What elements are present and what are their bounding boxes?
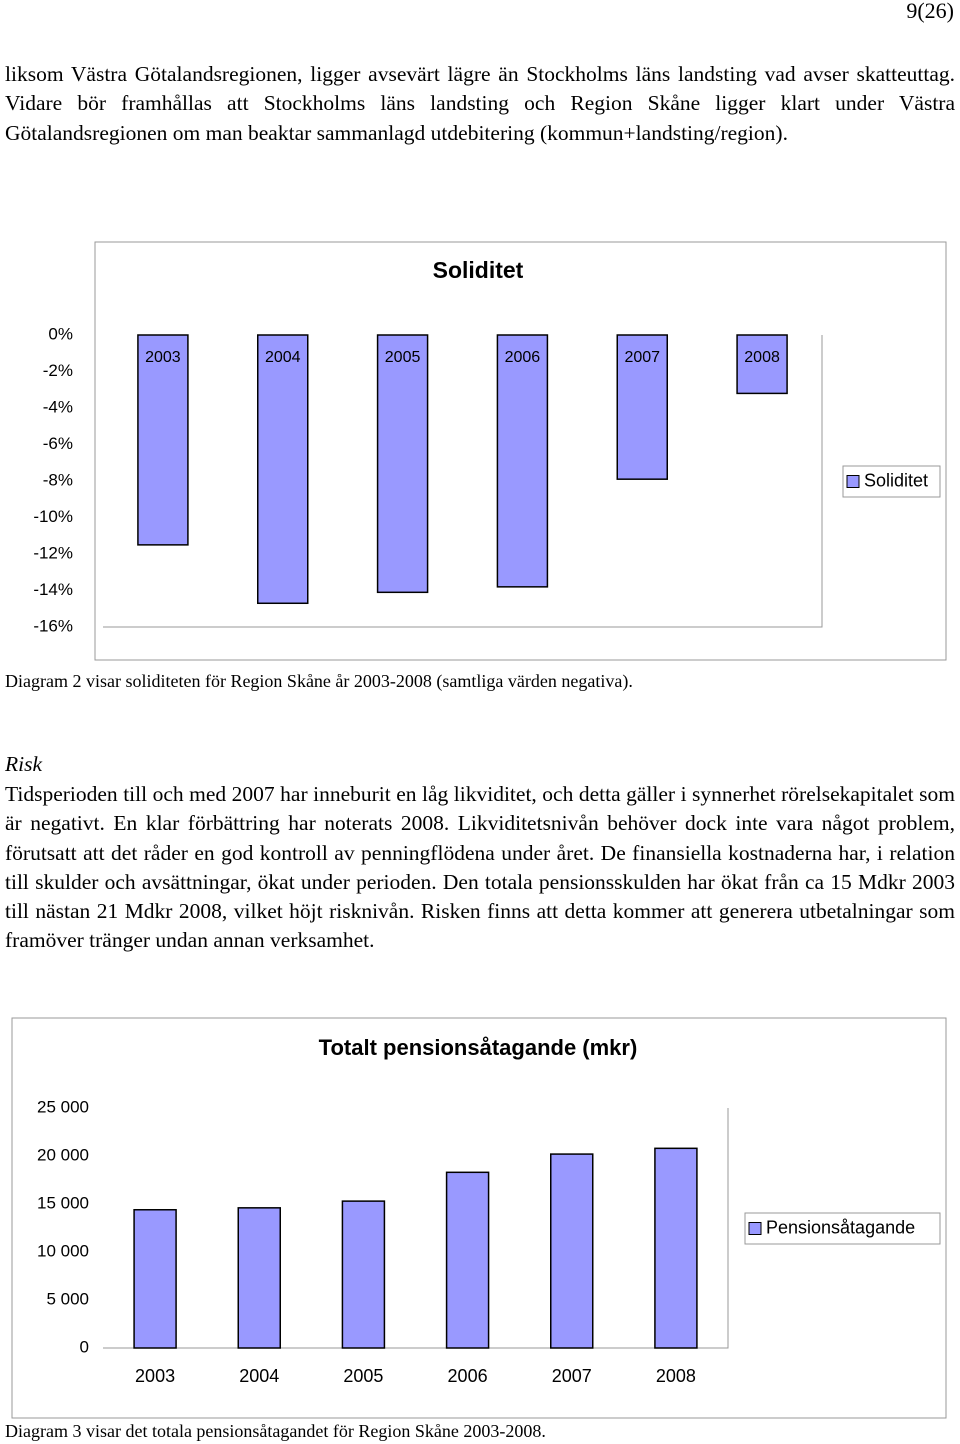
- paragraph: Tidsperioden till och med 2007 har inneb…: [5, 782, 955, 953]
- y-tick-label: -6%: [43, 434, 73, 453]
- legend-label: Soliditet: [864, 470, 928, 490]
- y-tick-label: 0: [80, 1337, 89, 1356]
- y-tick-label: -10%: [33, 507, 73, 526]
- y-tick-label: 25 000: [37, 1097, 89, 1116]
- x-tick-label: 2006: [505, 349, 541, 366]
- legend-swatch: [846, 475, 860, 488]
- bar: [550, 1153, 594, 1349]
- x-tick-label: 2008: [656, 1366, 696, 1386]
- plot-frame: [103, 335, 823, 628]
- y-tick-label: 0%: [48, 324, 73, 343]
- x-tick-label: 2006: [448, 1366, 488, 1386]
- bar: [137, 334, 189, 546]
- y-tick-label: -14%: [33, 580, 73, 599]
- x-tick-label: 2008: [744, 349, 780, 366]
- x-tick-label: 2004: [265, 349, 301, 366]
- y-tick-label: 10 000: [37, 1241, 89, 1260]
- legend-label: Pensionsåtagande: [766, 1217, 915, 1237]
- bar: [133, 1209, 177, 1349]
- x-tick-label: 2004: [239, 1366, 279, 1386]
- bar: [445, 1171, 490, 1349]
- bar: [237, 1207, 281, 1349]
- plot-frame: [103, 1108, 729, 1349]
- y-tick-label: -16%: [33, 616, 73, 635]
- paragraph: liksom Västra Götalandsregionen, ligger …: [5, 62, 955, 145]
- y-tick-label: -4%: [43, 397, 73, 416]
- chart-border: [94, 241, 947, 661]
- caption: Diagram 3 visar det totala pensionsåtaga…: [5, 1421, 546, 1441]
- legend-border: [842, 465, 941, 498]
- y-tick-label: -2%: [43, 361, 73, 380]
- chart-border: [11, 1017, 947, 1419]
- x-tick-label: 2003: [135, 1366, 175, 1386]
- bar: [736, 334, 788, 395]
- y-tick-label: 15 000: [37, 1193, 89, 1212]
- x-tick-label: 2007: [552, 1366, 592, 1386]
- caption: Diagram 2 visar soliditeten för Region S…: [5, 671, 633, 691]
- y-tick-label: 5 000: [46, 1289, 89, 1308]
- y-tick-label: -12%: [33, 543, 73, 562]
- legend-swatch: [748, 1222, 762, 1235]
- x-tick-label: 2007: [624, 349, 660, 366]
- bar: [376, 334, 429, 594]
- bar: [496, 334, 549, 588]
- x-tick-label: 2003: [145, 349, 181, 366]
- x-tick-label: 2005: [385, 349, 421, 366]
- chart-title: Soliditet: [433, 257, 524, 283]
- page-number: 9(26): [906, 0, 954, 23]
- bar: [654, 1147, 698, 1349]
- bar: [341, 1200, 386, 1349]
- bar: [257, 334, 309, 605]
- heading: Risk: [5, 752, 43, 776]
- legend-border: [744, 1212, 941, 1245]
- chart-title: Totalt pensionsåtagande (mkr): [319, 1035, 638, 1060]
- y-tick-label: -8%: [43, 470, 73, 489]
- x-tick-label: 2005: [343, 1366, 383, 1386]
- y-tick-label: 20 000: [37, 1145, 89, 1164]
- bar: [616, 334, 668, 480]
